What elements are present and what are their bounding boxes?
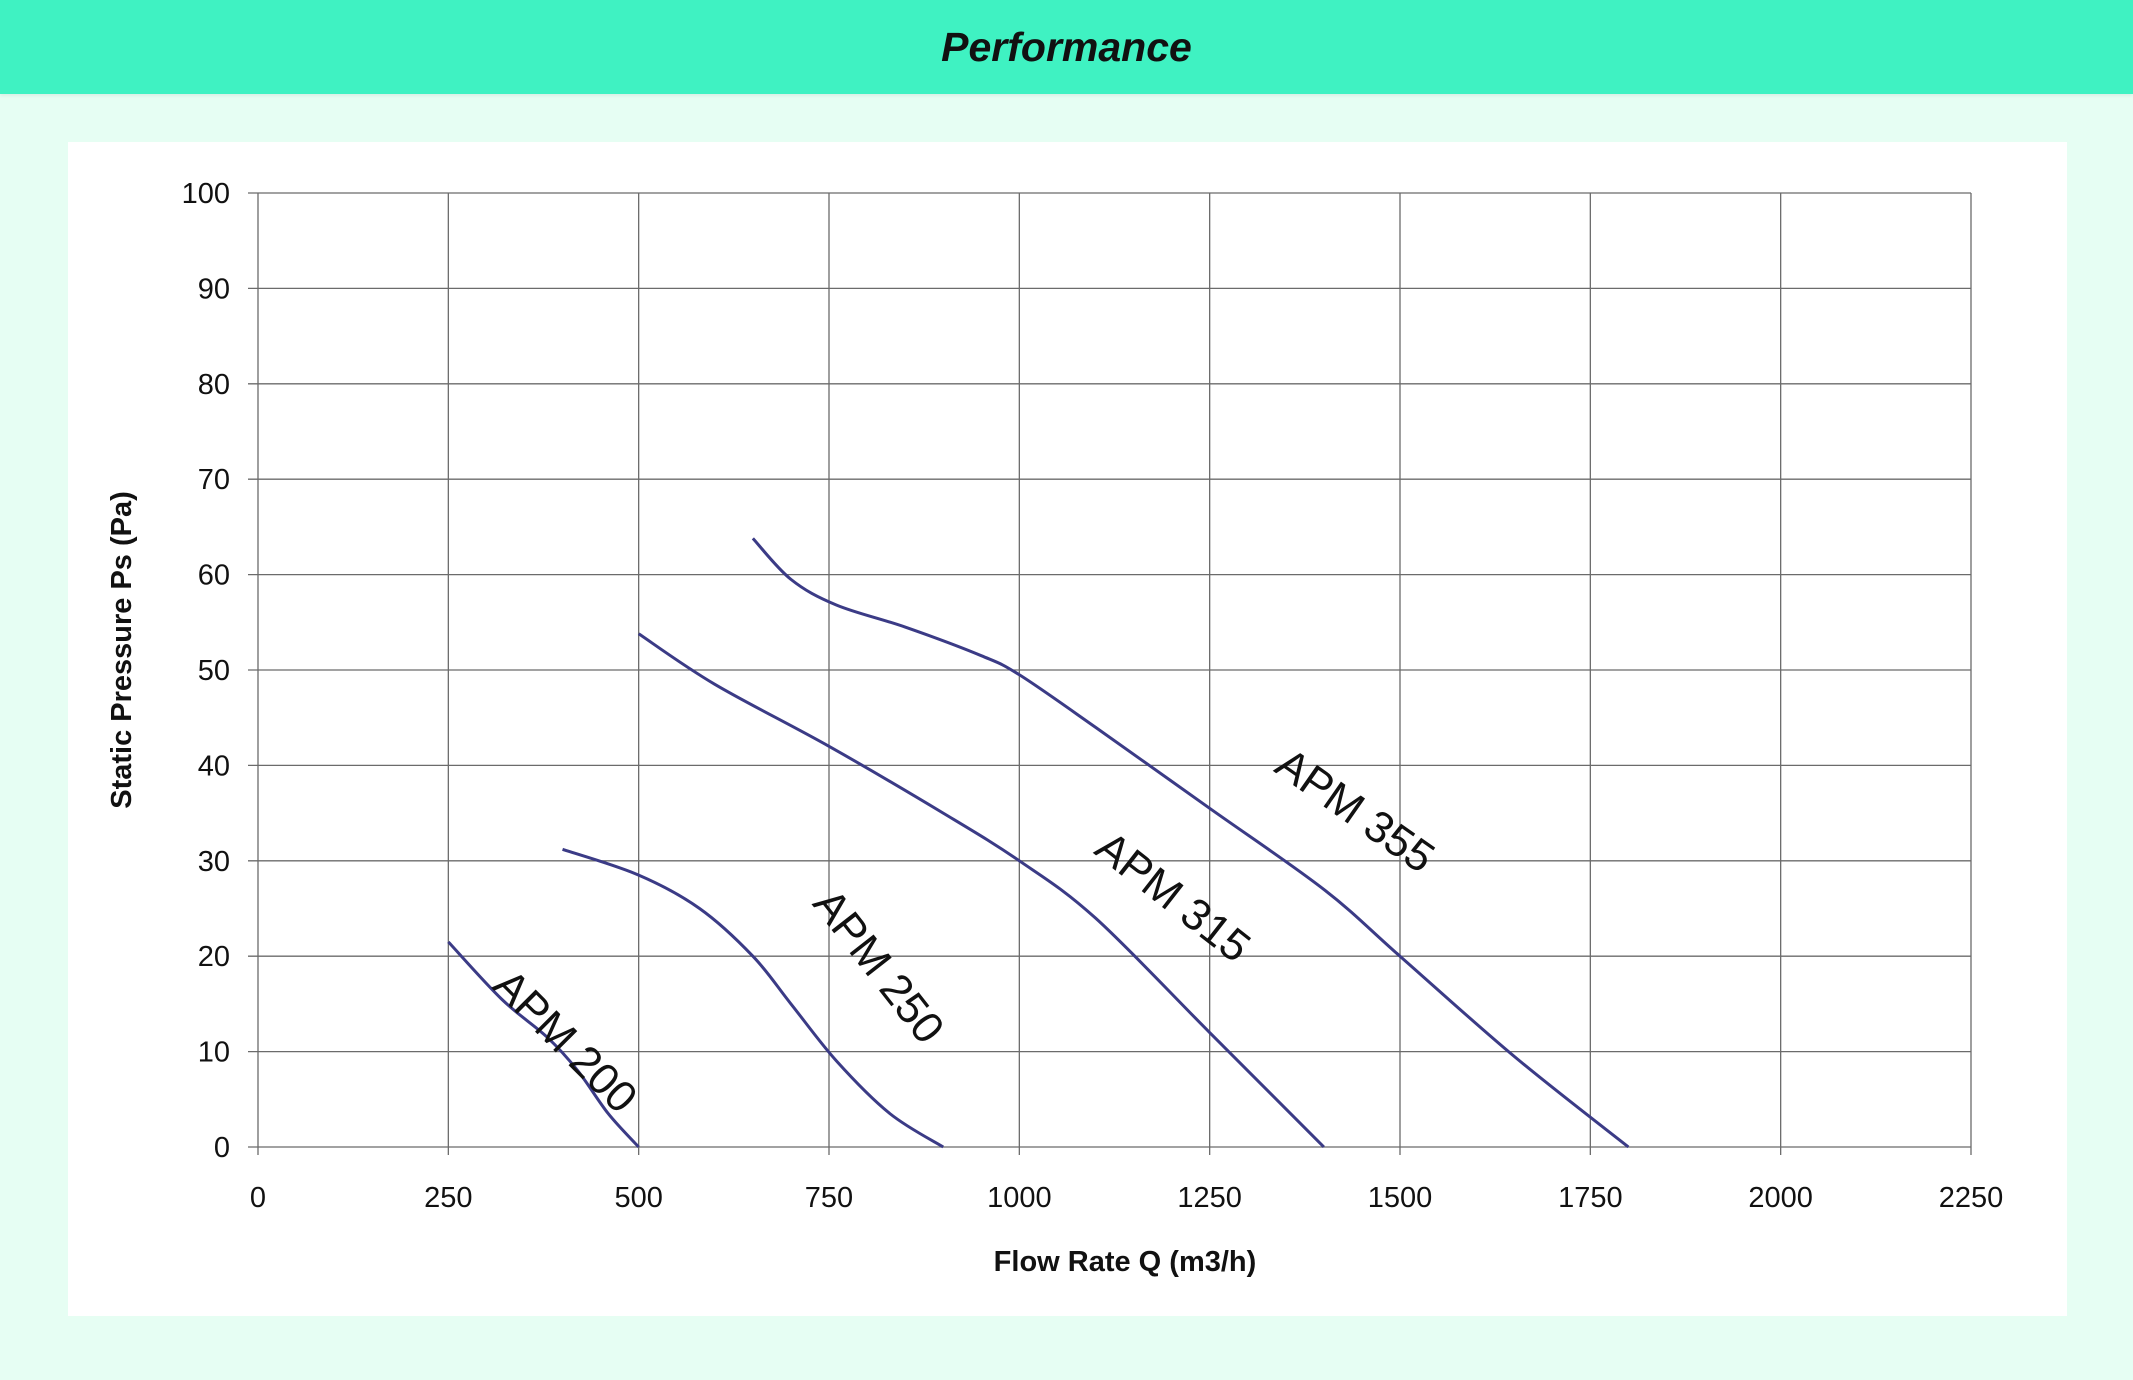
x-tick-label: 2250 (1939, 1182, 2004, 1214)
series-line-apm-355 (751, 537, 1630, 1149)
x-tick-label: 250 (424, 1182, 472, 1214)
y-axis-title: Static Pressure Ps (Pa) (106, 491, 138, 809)
y-tick-label: 40 (198, 750, 230, 782)
series-label-apm-250: APM 250 (803, 880, 953, 1053)
grid (248, 192, 1972, 1155)
x-tick-label: 1500 (1368, 1182, 1433, 1214)
series-lines (447, 537, 1630, 1149)
y-tick-label: 90 (198, 273, 230, 305)
chart-panel: 0 10 20 30 40 50 60 70 80 90 100 0 250 500 750 1000 1250… (68, 142, 2067, 1316)
y-tick-label: 60 (198, 560, 230, 592)
x-tick-label: 0 (250, 1182, 266, 1214)
x-tick-label: 750 (805, 1182, 853, 1214)
header-bar: Performance (0, 0, 2133, 94)
y-tick-label: 10 (198, 1037, 230, 1069)
y-tick-label: 0 (214, 1132, 230, 1164)
x-tick-label: 1750 (1558, 1182, 1623, 1214)
x-tick-label: 1000 (987, 1182, 1052, 1214)
series-line-apm-200 (447, 940, 640, 1149)
x-tick-label: 500 (614, 1182, 662, 1214)
series-line-apm-250 (562, 847, 944, 1149)
series-label-apm-200: APM 200 (484, 960, 647, 1123)
page-title: Performance (941, 23, 1192, 70)
x-axis-title: Flow Rate Q (m3/h) (994, 1246, 1257, 1278)
y-tick-label: 50 (198, 655, 230, 687)
x-tick-label: 1250 (1177, 1182, 1242, 1214)
series-line-apm-315 (637, 632, 1325, 1149)
x-tick-label: 2000 (1748, 1182, 1813, 1214)
series-label-apm-315: APM 315 (1087, 822, 1260, 972)
y-tick-label: 80 (198, 369, 230, 401)
y-tick-label: 20 (198, 941, 230, 973)
y-tick-label: 30 (198, 846, 230, 878)
y-tick-label: 70 (198, 464, 230, 496)
y-tick-label: 100 (182, 178, 230, 210)
